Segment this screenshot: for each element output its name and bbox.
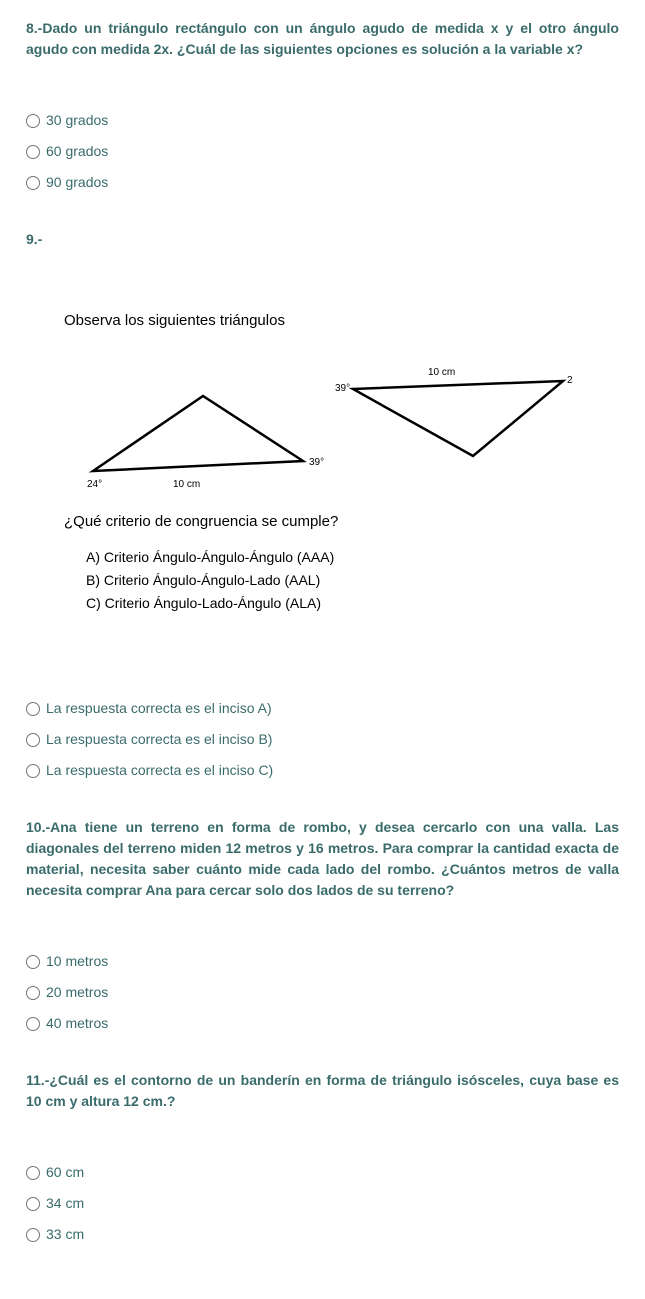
q9-radio-0[interactable] [26,702,40,716]
q11-radio-2[interactable] [26,1228,40,1242]
q8-option-1[interactable]: 60 grados [26,141,619,162]
question-9: 9.- Observa los siguientes triángulos 24… [26,229,619,781]
q9-option-0[interactable]: La respuesta correcta es el inciso A) [26,698,619,719]
q11-option-1[interactable]: 34 cm [26,1193,619,1214]
q10-option-1[interactable]: 20 metros [26,982,619,1003]
q10-radio-1[interactable] [26,986,40,1000]
t1-left-angle: 24° [87,479,102,490]
t2-top-label: 10 cm [428,367,455,378]
t2-left-angle: 39° [335,383,350,394]
q10-option-2[interactable]: 40 metros [26,1013,619,1034]
q9-image-box: Observa los siguientes triángulos 24° 39… [38,270,607,670]
q8-option-2[interactable]: 90 grados [26,172,619,193]
q11-option-2[interactable]: 33 cm [26,1224,619,1245]
q8-radio-2[interactable] [26,176,40,190]
q9-option-1[interactable]: La respuesta correcta es el inciso B) [26,729,619,750]
t1-bottom-label: 10 cm [173,479,200,490]
q9-option-label-2: La respuesta correcta es el inciso C) [46,760,273,781]
q9-option-label-0: La respuesta correcta es el inciso A) [46,698,272,719]
question-10: 10.-Ana tiene un terreno en forma de rom… [26,817,619,1034]
q11-text: 11.-¿Cuál es el contorno de un banderín … [26,1070,619,1112]
q10-text: 10.-Ana tiene un terreno en forma de rom… [26,817,619,901]
q11-option-label-0: 60 cm [46,1162,84,1183]
q11-option-label-2: 33 cm [46,1224,84,1245]
t2-right-angle: 24° [567,375,573,386]
q9-opt-b: B) Criterio Ángulo-Ángulo-Lado (AAL) [86,570,581,591]
q10-option-label-0: 10 metros [46,951,108,972]
q10-option-0[interactable]: 10 metros [26,951,619,972]
q11-radio-1[interactable] [26,1197,40,1211]
q9-criterio-options: A) Criterio Ángulo-Ángulo-Ángulo (AAA) B… [64,547,581,614]
q11-option-0[interactable]: 60 cm [26,1162,619,1183]
q10-radio-0[interactable] [26,955,40,969]
q9-criterio: ¿Qué criterio de congruencia se cumple? [64,511,581,534]
q9-opt-a: A) Criterio Ángulo-Ángulo-Ángulo (AAA) [86,547,581,568]
question-8: 8.-Dado un triángulo rectángulo con un á… [26,18,619,193]
q8-option-label-1: 60 grados [46,141,108,162]
q9-opt-c: C) Criterio Ángulo-Lado-Ángulo (ALA) [86,593,581,614]
q9-radio-1[interactable] [26,733,40,747]
q9-text: 9.- [26,229,619,250]
q9-option-label-1: La respuesta correcta es el inciso B) [46,729,272,750]
q9-option-2[interactable]: La respuesta correcta es el inciso C) [26,760,619,781]
q8-option-label-2: 90 grados [46,172,108,193]
q8-text: 8.-Dado un triángulo rectángulo con un á… [26,18,619,60]
q8-radio-1[interactable] [26,145,40,159]
q8-option-0[interactable]: 30 grados [26,110,619,131]
q11-option-label-1: 34 cm [46,1193,84,1214]
q9-observa: Observa los siguientes triángulos [64,310,581,333]
q8-radio-0[interactable] [26,114,40,128]
question-11: 11.-¿Cuál es el contorno de un banderín … [26,1070,619,1245]
q10-radio-2[interactable] [26,1017,40,1031]
t1-right-angle: 39° [309,457,324,468]
q10-option-label-2: 40 metros [46,1013,108,1034]
q11-radio-0[interactable] [26,1166,40,1180]
q10-option-label-1: 20 metros [46,982,108,1003]
triangles-diagram: 24° 39° 10 cm 39° 24° 10 cm [73,351,573,491]
q9-radio-2[interactable] [26,764,40,778]
q8-option-label-0: 30 grados [46,110,108,131]
